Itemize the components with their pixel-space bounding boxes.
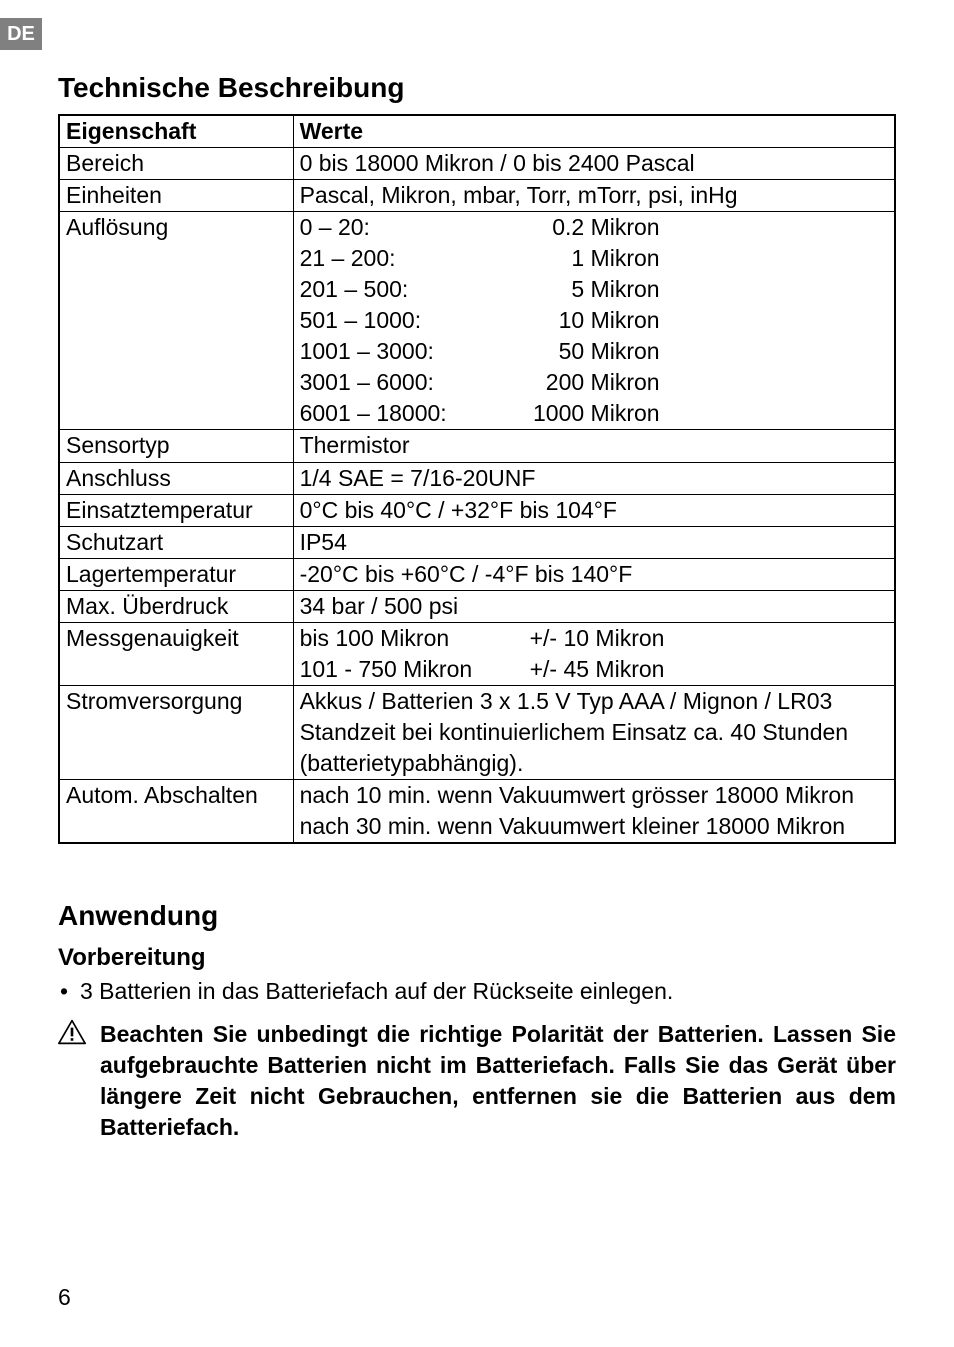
- cell-label: Stromversorgung: [59, 685, 293, 779]
- cell-label: Autom. Abschalten: [59, 779, 293, 843]
- cell-value: 34 bar / 500 psi: [293, 590, 895, 622]
- table-row: Auflösung 0 – 20:0.2 Mikron 21 – 200:1 M…: [59, 212, 895, 430]
- table-row: Einheiten Pascal, Mikron, mbar, Torr, mT…: [59, 180, 895, 212]
- cell-value: Pascal, Mikron, mbar, Torr, mTorr, psi, …: [293, 180, 895, 212]
- table-row: Autom. Abschalten nach 10 min. wenn Vaku…: [59, 779, 895, 843]
- table-row: Stromversorgung Akkus / Batterien 3 x 1.…: [59, 685, 895, 779]
- cell-label: Messgenauigkeit: [59, 622, 293, 685]
- cell-value: 0 – 20:0.2 Mikron 21 – 200:1 Mikron 201 …: [293, 212, 895, 430]
- cell-label: Sensortyp: [59, 430, 293, 462]
- cell-label: Schutzart: [59, 526, 293, 558]
- section-title-anwendung: Anwendung: [58, 900, 896, 932]
- cell-label: Max. Überdruck: [59, 590, 293, 622]
- table-row: Schutzart IP54: [59, 526, 895, 558]
- table-row: Max. Überdruck 34 bar / 500 psi: [59, 590, 895, 622]
- page-number: 6: [58, 1284, 71, 1311]
- cell-label: Einsatztemperatur: [59, 494, 293, 526]
- bullet-icon: •: [58, 978, 80, 1005]
- cell-label: Einheiten: [59, 180, 293, 212]
- table-row: Sensortyp Thermistor: [59, 430, 895, 462]
- cell-label: Lagertemperatur: [59, 558, 293, 590]
- cell-value: 0 bis 18000 Mikron / 0 bis 2400 Pascal: [293, 148, 895, 180]
- th-werte: Werte: [293, 115, 895, 148]
- table-row: Bereich 0 bis 18000 Mikron / 0 bis 2400 …: [59, 148, 895, 180]
- warning-icon: [58, 1019, 100, 1143]
- cell-label: Bereich: [59, 148, 293, 180]
- spec-table: Eigenschaft Werte Bereich 0 bis 18000 Mi…: [58, 114, 896, 844]
- page-content: Technische Beschreibung Eigenschaft Wert…: [0, 0, 954, 1143]
- bullet-item: • 3 Batterien in das Batteriefach auf de…: [58, 978, 896, 1005]
- lang-badge: DE: [0, 18, 42, 50]
- table-row: Lagertemperatur -20°C bis +60°C / -4°F b…: [59, 558, 895, 590]
- cell-value: 1/4 SAE = 7/16-20UNF: [293, 462, 895, 494]
- bullet-text: 3 Batterien in das Batteriefach auf der …: [80, 978, 673, 1005]
- cell-value: nach 10 min. wenn Vakuumwert grösser 180…: [293, 779, 895, 843]
- table-row: Einsatztemperatur 0°C bis 40°C / +32°F b…: [59, 494, 895, 526]
- cell-value: IP54: [293, 526, 895, 558]
- cell-value: 0°C bis 40°C / +32°F bis 104°F: [293, 494, 895, 526]
- cell-value: Akkus / Batterien 3 x 1.5 V Typ AAA / Mi…: [293, 685, 895, 779]
- warning-block: Beachten Sie unbedingt die richtige Pola…: [58, 1019, 896, 1143]
- table-row: Messgenauigkeit bis 100 Mikron+/- 10 Mik…: [59, 622, 895, 685]
- cell-label: Auflösung: [59, 212, 293, 430]
- table-row: Anschluss 1/4 SAE = 7/16-20UNF: [59, 462, 895, 494]
- section-title: Technische Beschreibung: [58, 72, 896, 104]
- th-eigenschaft: Eigenschaft: [59, 115, 293, 148]
- cell-value: Thermistor: [293, 430, 895, 462]
- cell-value: bis 100 Mikron+/- 10 Mikron 101 - 750 Mi…: [293, 622, 895, 685]
- sub-title-vorbereitung: Vorbereitung: [58, 944, 896, 972]
- cell-value: -20°C bis +60°C / -4°F bis 140°F: [293, 558, 895, 590]
- cell-label: Anschluss: [59, 462, 293, 494]
- warning-text: Beachten Sie unbedingt die richtige Pola…: [100, 1019, 896, 1143]
